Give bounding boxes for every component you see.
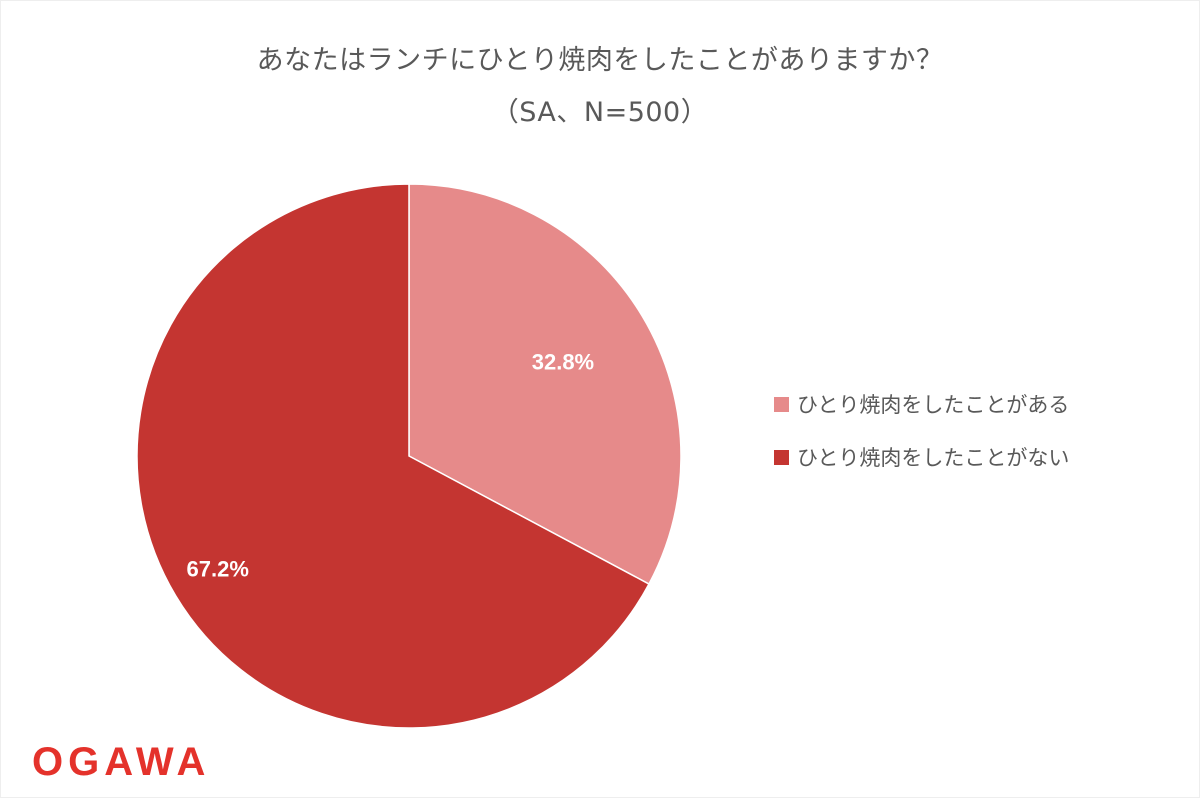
ogawa-logo: OGAWA xyxy=(32,740,211,784)
chart-subtitle: （SA、N=500） xyxy=(491,97,709,128)
slice-label-no: 67.2% xyxy=(187,557,249,582)
pie-slice-no xyxy=(136,183,650,729)
chart-title: あなたはランチにひとり焼肉をしたことがありますか？ xyxy=(256,45,944,76)
legend-label-no: ひとり焼肉をしたことがない xyxy=(797,446,1070,470)
legend-item-yes: ひとり焼肉をしたことがある xyxy=(774,388,1069,420)
pie-slice-yes xyxy=(408,183,682,586)
legend-item-no: ひとり焼肉をしたことがない xyxy=(774,441,1069,473)
legend-swatch-no xyxy=(774,449,789,465)
slice-label-yes: 32.8% xyxy=(532,349,594,374)
legend: ひとり焼肉をしたことがある ひとり焼肉をしたことがない xyxy=(774,388,1069,494)
legend-swatch-yes xyxy=(774,396,789,412)
legend-label-yes: ひとり焼肉をしたことがある xyxy=(797,393,1070,417)
